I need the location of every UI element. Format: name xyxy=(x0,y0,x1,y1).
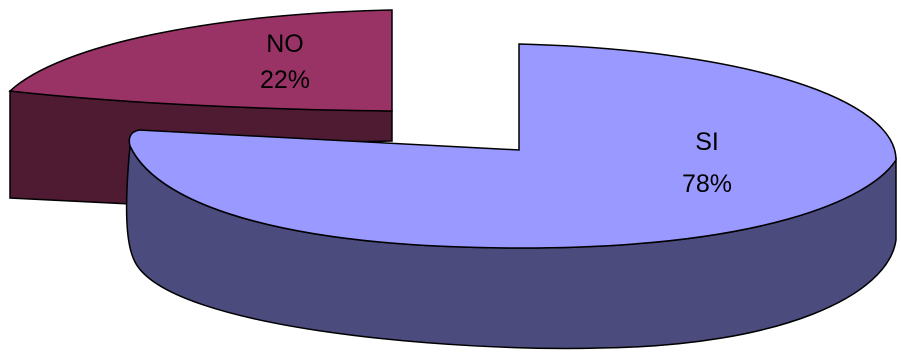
slice-si-label: SI xyxy=(695,128,719,156)
slice-si xyxy=(125,43,897,350)
slice-no-top xyxy=(8,9,393,112)
slice-no-label: NO xyxy=(266,30,304,58)
slice-no xyxy=(8,9,393,205)
slice-si-value-label: 78% xyxy=(682,170,732,198)
slice-si-top xyxy=(128,43,897,249)
slice-no-value-label: 22% xyxy=(260,66,310,94)
